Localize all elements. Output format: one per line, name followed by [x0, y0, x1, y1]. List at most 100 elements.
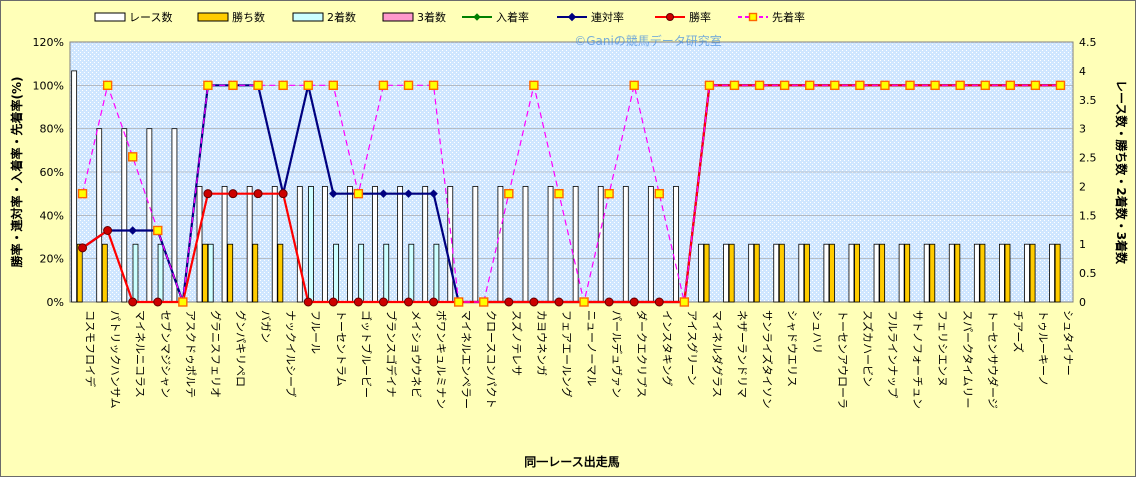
bar-勝ち数: [1004, 243, 1011, 303]
point-勝率: [353, 297, 363, 307]
y-right-tick-label: 1.5: [1079, 209, 1097, 222]
bar-レース数: [246, 186, 253, 303]
bar-勝ち数: [1029, 243, 1036, 303]
y-axis-right-title: レース数・勝ち数・2着数・3着数: [1114, 80, 1129, 265]
y-right-tick-label: 3.5: [1079, 94, 1097, 107]
x-tick-label: ネザーランドリマ: [735, 310, 748, 398]
point-先着率: [980, 80, 990, 91]
point-勝率: [203, 189, 213, 199]
point-先着率: [453, 297, 464, 307]
legend-label: 2着数: [327, 10, 356, 24]
point-先着率: [754, 80, 765, 91]
x-tick-label: メイショウウネビ: [410, 310, 423, 398]
bar-勝ち数: [101, 243, 108, 303]
point-先着率: [303, 80, 313, 91]
point-勝率: [78, 243, 88, 253]
bar-レース数: [397, 186, 404, 303]
bar-レース数: [321, 186, 328, 303]
point-先着率: [855, 80, 865, 91]
point-先着率: [278, 80, 288, 91]
x-tick-label: ゴットブルービー: [359, 310, 373, 398]
bar-レース数: [221, 186, 228, 303]
y-right-tick-label: 4: [1079, 65, 1086, 78]
x-tick-label: パールデュヴァン: [610, 310, 624, 398]
bar-レース数: [773, 243, 780, 303]
point-先着率: [102, 80, 113, 91]
point-先着率: [203, 80, 213, 91]
legend-label: 3着数: [417, 10, 446, 24]
x-tick-label: フェアエールング: [560, 310, 574, 398]
bar-レース数: [196, 186, 203, 303]
point-先着率: [228, 80, 238, 91]
y-right-tick-label: 2: [1079, 180, 1086, 193]
point-先着率: [403, 80, 414, 91]
bar-レース数: [673, 186, 679, 303]
x-tick-label: ブランスゴデイナ: [384, 310, 398, 398]
bar-勝ち数: [929, 243, 936, 303]
point-先着率: [77, 188, 88, 199]
bar-2着数: [358, 243, 365, 303]
x-tick-label: スズノテレサ: [510, 310, 524, 376]
point-勝率: [404, 297, 414, 307]
bar-レース数: [622, 186, 629, 303]
bar-レース数: [597, 186, 604, 303]
bar-レース数: [96, 128, 103, 303]
point-勝率: [429, 297, 439, 307]
bar-series: [71, 70, 1061, 303]
y-left-tick-label: 40%: [40, 209, 64, 222]
y-right-tick-label: 3: [1079, 123, 1086, 136]
point-連対率: [128, 226, 137, 235]
bar-勝ち数: [277, 243, 284, 303]
y-left-tick-label: 120%: [33, 36, 64, 49]
legend-label: レース数: [129, 11, 172, 24]
bar-勝ち数: [728, 243, 735, 303]
bar-勝ち数: [703, 243, 710, 303]
bar-2着数: [433, 243, 440, 303]
bar-勝ち数: [904, 243, 911, 303]
x-tick-label: アイスグリーン: [685, 310, 699, 386]
bar-レース数: [522, 186, 529, 303]
point-連対率: [329, 189, 338, 198]
bar-2着数: [132, 243, 139, 303]
x-tick-label: クロースコンパクト: [485, 310, 498, 408]
point-先着率: [729, 80, 740, 91]
bar-レース数: [547, 186, 554, 303]
point-先着率: [805, 80, 815, 91]
x-tick-label: サトノフォーチュン: [911, 310, 924, 409]
point-先着率: [629, 80, 639, 91]
y-axis-left: 0% 20% 40% 60% 80% 100% 120%: [33, 36, 64, 309]
bar-勝ち数: [202, 243, 209, 303]
bar-勝ち数: [804, 243, 810, 303]
x-tick-label: ダークエクリプス: [635, 310, 649, 398]
point-先着率: [178, 297, 188, 307]
bar-勝ち数: [879, 243, 886, 303]
bar-2着数: [408, 243, 415, 303]
bar-レース数: [973, 243, 980, 303]
point-勝率: [554, 297, 564, 307]
point-先着率: [905, 80, 915, 91]
legend-marker-入着率: [473, 13, 481, 21]
x-tick-label: スズカハービン: [861, 310, 875, 387]
x-tick-label: シュタイナー: [1061, 310, 1074, 376]
point-先着率: [253, 80, 263, 91]
bar-レース数: [647, 186, 654, 303]
point-先着率: [679, 297, 690, 307]
legend-swatch-勝ち数: [197, 12, 229, 22]
bar-レース数: [898, 243, 905, 303]
point-先着率: [428, 80, 439, 91]
point-先着率: [153, 225, 163, 236]
bar-レース数: [723, 243, 729, 303]
x-tick-label: アスクドゥポルテ: [184, 310, 197, 398]
bar-レース数: [296, 186, 303, 303]
legend-marker-連対率: [567, 12, 577, 22]
bar-レース数: [823, 243, 830, 303]
legend-label: 先着率: [772, 10, 805, 24]
point-先着率: [930, 80, 940, 91]
point-勝率: [604, 297, 614, 307]
bar-レース数: [271, 186, 278, 303]
legend-label: 入着率: [496, 10, 529, 24]
x-tick-label: カヨウネンガ: [535, 310, 548, 376]
x-tick-label: ナックイルシーブ: [284, 310, 298, 397]
point-先着率: [529, 80, 539, 91]
y-right-tick-label: 0.5: [1079, 267, 1097, 280]
